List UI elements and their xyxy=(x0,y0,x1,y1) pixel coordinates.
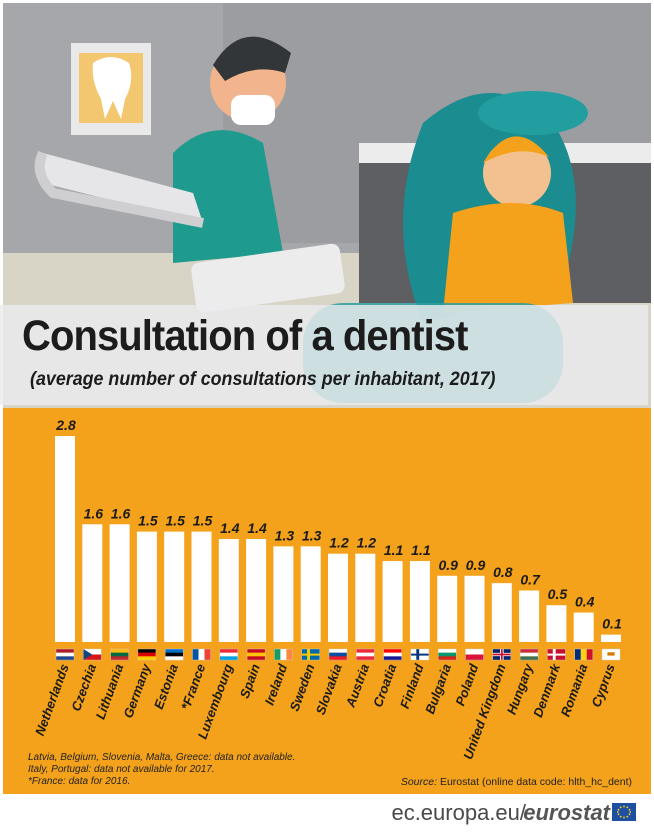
bar xyxy=(246,539,267,642)
category-label: Ireland xyxy=(262,661,291,707)
footnote-line: Latvia, Belgium, Slovenia, Malta, Greece… xyxy=(28,752,296,763)
header-illustration xyxy=(3,3,651,408)
source-label: Source: xyxy=(400,776,438,788)
flag-icon xyxy=(574,648,593,661)
category-label: Finland xyxy=(397,661,427,711)
flag-icon xyxy=(301,648,320,661)
value-label: 1.2 xyxy=(329,535,349,551)
bar xyxy=(409,561,430,642)
footer: ec.europa.eu/ eurostat xyxy=(0,794,654,834)
category-label: Sweden xyxy=(287,662,318,713)
source-note: Source: Eurostat (online data code: hlth… xyxy=(401,776,632,788)
bar xyxy=(136,531,157,642)
value-label: 1.5 xyxy=(193,513,213,529)
bar xyxy=(464,575,485,642)
category-label: Netherlands xyxy=(32,662,72,738)
bar xyxy=(273,546,294,642)
value-label: 0.7 xyxy=(520,572,541,588)
bar xyxy=(546,605,567,642)
chart-panel: 2.8 Netherlands 1.6 Czechia 1.6 Lithuania 1.5 G… xyxy=(3,408,651,794)
dentist-scene-illustration xyxy=(3,3,651,408)
value-label: 2.8 xyxy=(55,417,76,433)
value-label: 0.9 xyxy=(438,557,458,573)
bar xyxy=(519,590,540,642)
bar xyxy=(601,634,621,642)
flag-icon xyxy=(601,648,621,661)
value-label: 1.4 xyxy=(220,520,240,536)
category-label: Czechia xyxy=(68,662,99,713)
flag-icon xyxy=(55,648,75,661)
category-label: Poland xyxy=(452,661,481,708)
flag-icon xyxy=(547,648,566,661)
value-label: 1.1 xyxy=(411,542,431,558)
value-label: 1.3 xyxy=(275,527,295,543)
footer-domain-link[interactable]: ec.europa.eu/ xyxy=(391,800,526,825)
category-label: Bulgaria xyxy=(422,662,454,716)
footnote-line: *France: data for 2016. xyxy=(28,776,131,787)
category-label: Austria xyxy=(342,662,372,710)
category-label: Croatia xyxy=(370,662,399,709)
chart-subtitle: (average number of consultations per inh… xyxy=(30,369,496,390)
flag-icon xyxy=(328,648,348,661)
bar xyxy=(491,583,512,642)
category-label: Spain xyxy=(237,662,263,700)
bar xyxy=(218,539,239,642)
value-label: 1.3 xyxy=(302,527,322,543)
flag-icon xyxy=(410,648,430,661)
title-backdrop xyxy=(0,305,648,405)
value-label: 1.2 xyxy=(357,535,377,551)
eurostat-logo-text: eurostat xyxy=(523,800,610,825)
chart-title: Consultation of a dentist xyxy=(22,312,468,360)
value-label: 0.5 xyxy=(548,586,568,602)
bar xyxy=(328,553,348,642)
bar xyxy=(82,524,103,642)
value-label: 1.4 xyxy=(247,520,267,536)
value-label: 0.1 xyxy=(602,616,622,632)
bar xyxy=(382,561,403,642)
value-label: 0.9 xyxy=(466,557,486,573)
category-label: Romania xyxy=(558,662,591,719)
category-label: *France xyxy=(178,662,208,712)
eu-flag-icon xyxy=(612,803,636,821)
value-label: 1.5 xyxy=(165,513,185,529)
flag-icon xyxy=(110,648,129,661)
bar xyxy=(355,553,376,642)
bar xyxy=(300,546,321,642)
flag-icon xyxy=(192,648,211,661)
flag-icon xyxy=(219,648,239,661)
flag-icon xyxy=(465,648,484,661)
flag-icon xyxy=(164,648,184,661)
flag-icon xyxy=(519,648,539,661)
bar xyxy=(109,524,130,642)
value-label: 1.6 xyxy=(111,505,131,521)
flag-icon xyxy=(137,648,157,661)
value-label: 0.8 xyxy=(493,564,513,580)
category-label: Estonia xyxy=(151,662,181,711)
flag-icon xyxy=(274,648,293,661)
flag-icon xyxy=(438,648,457,661)
bar xyxy=(164,531,185,642)
bar xyxy=(573,612,594,642)
flag-icon xyxy=(83,648,102,661)
value-label: 1.5 xyxy=(138,513,158,529)
category-label: Cyprus xyxy=(588,662,617,709)
flag-icon xyxy=(246,648,266,661)
footnotes: Latvia, Belgium, Slovenia, Malta, Greece… xyxy=(28,752,295,788)
bar xyxy=(437,575,458,642)
flag-icon xyxy=(492,648,511,661)
bar xyxy=(191,531,212,642)
flag-icon xyxy=(356,648,375,661)
value-label: 1.6 xyxy=(84,505,104,521)
bar-chart: 2.8Netherlands1.6Czechia1.6Lithuania1.5G… xyxy=(32,417,622,761)
category-label: Slovakia xyxy=(313,662,345,717)
source-text: Eurostat (online data code: hlth_hc_dent… xyxy=(439,776,632,788)
category-label: Germany xyxy=(120,661,154,720)
footnote-line: Italy, Portugal: data not available for … xyxy=(28,764,215,775)
flag-icon xyxy=(383,648,402,661)
value-label: 1.1 xyxy=(384,542,404,558)
value-label: 0.4 xyxy=(575,594,595,610)
bar xyxy=(55,436,75,642)
